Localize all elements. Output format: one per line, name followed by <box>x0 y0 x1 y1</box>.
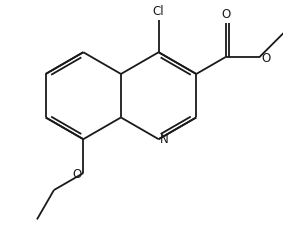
Text: N: N <box>160 133 169 146</box>
Text: O: O <box>72 167 81 180</box>
Text: O: O <box>221 8 230 21</box>
Text: O: O <box>261 51 271 64</box>
Text: Cl: Cl <box>153 5 164 18</box>
